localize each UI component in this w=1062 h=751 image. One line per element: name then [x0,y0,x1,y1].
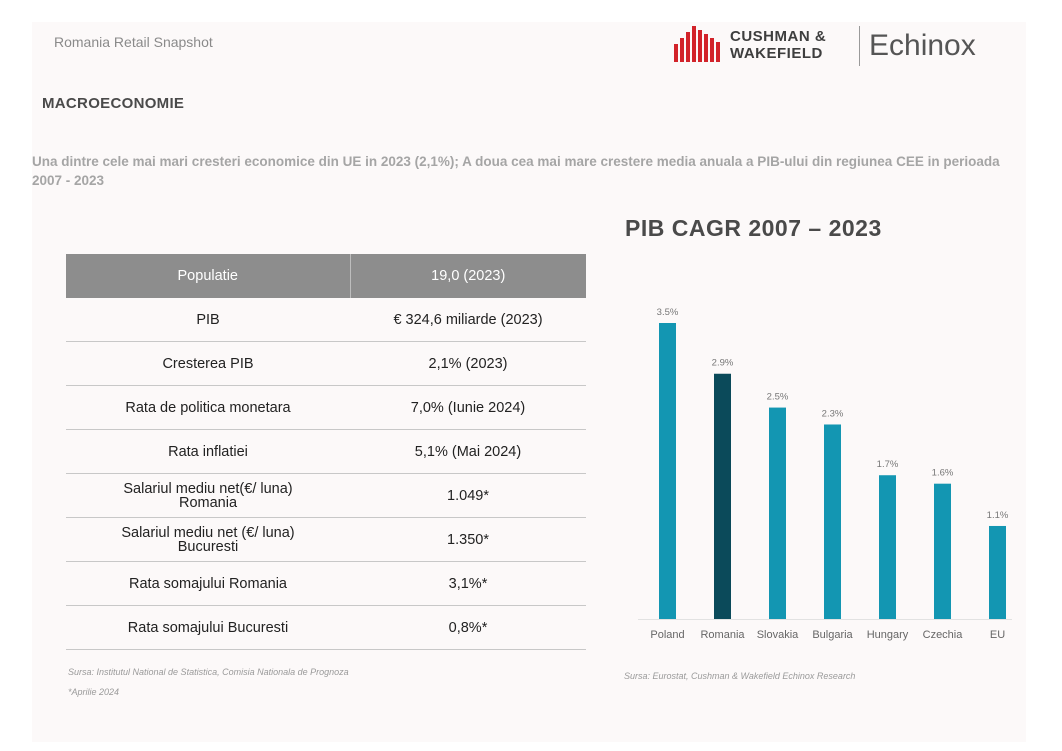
row-label-line-1: Salariul mediu net(€/ luna) [123,480,293,497]
table-source: Sursa: Institutul National de Statistica… [68,667,349,677]
table-row: Rata somajului Romania 3,1%* [66,561,586,606]
row-label-line-2: Romania [178,494,238,511]
logo-echinox-text: Echinox [869,29,976,62]
logo-line-1: CUSHMAN & [730,28,827,45]
data-label-eu: 1.1% [987,510,1009,521]
row-value: 1.350* [350,517,586,562]
row-label: Salariul mediu net(€/ luna) Romania [66,473,350,518]
row-label: Cresterea PIB [66,341,350,386]
row-label-line-1: Salariul mediu net (€/ luna) [121,524,295,541]
bar-eu [989,525,1006,619]
data-label-bulgaria: 2.3% [822,408,844,419]
row-value: 1.049* [350,473,586,518]
x-tick-label-poland: Poland [650,629,684,641]
table-header-row: Populatie 19,0 (2023) [66,254,586,298]
chart-source: Sursa: Eurostat, Cushman & Wakefield Ech… [624,671,856,681]
data-label-poland: 3.5% [657,307,679,318]
table-row: PIB € 324,6 miliarde (2023) [66,298,586,342]
bar-poland [659,323,676,619]
bar-slovakia [769,407,786,619]
row-value: 0,8%* [350,605,586,650]
logo-divider [859,26,860,66]
table-header-label: Populatie [66,254,351,298]
cushman-wakefield-echinox-logo: CUSHMAN & WAKEFIELD Echinox [672,24,1002,68]
gdp-cagr-bar-chart: 3.5% Poland 2.9% Romania 2.5% Slovakia 2.3% Bul… [638,307,1012,641]
x-tick-label-eu: EU [990,629,1005,641]
row-label-line-2: Bucuresti [177,538,239,555]
row-label: Rata somajului Romania [66,561,350,606]
table-row: Salariul mediu net(€/ luna) Romania 1.04… [66,473,586,518]
report-title: Romania Retail Snapshot [54,34,213,50]
table-row: Salariul mediu net (€/ luna) Bucuresti 1… [66,517,586,562]
x-tick-label-czechia: Czechia [923,629,964,641]
row-label: PIB [66,298,350,342]
table-header-value: 19,0 (2023) [350,254,586,298]
data-label-czechia: 1.6% [932,468,954,479]
table-row: Rata de politica monetara 7,0% (Iunie 20… [66,385,586,430]
table-row: Rata somajului Bucuresti 0,8%* [66,605,586,650]
row-value: 3,1%* [350,561,586,606]
logo-bars-icon [674,26,720,62]
chart-title: PIB CAGR 2007 – 2023 [625,215,882,241]
bar-romania [714,373,731,619]
bar-hungary [879,475,896,619]
bar-czechia [934,483,951,619]
data-label-hungary: 1.7% [877,459,899,470]
macro-indicators-table: Populatie 19,0 (2023) PIB € 324,6 miliar… [66,254,586,650]
data-label-romania: 2.9% [712,358,734,369]
logo-line-2: WAKEFIELD [730,45,823,62]
x-tick-label-bulgaria: Bulgaria [812,629,853,641]
data-label-slovakia: 2.5% [767,392,789,403]
x-tick-label-slovakia: Slovakia [757,629,799,641]
section-title: MACROECONOMIE [42,95,185,112]
row-label: Rata inflatiei [66,429,350,474]
row-value: 5,1% (Mai 2024) [350,429,586,474]
logo-cushman-wakefield-text: CUSHMAN & WAKEFIELD [730,28,826,62]
row-label: Rata de politica monetara [66,385,350,430]
table-row: Cresterea PIB 2,1% (2023) [66,341,586,386]
x-tick-label-hungary: Hungary [867,629,909,641]
table-footnote: *Aprilie 2024 [68,687,120,697]
bar-bulgaria [824,424,841,619]
x-tick-label-romania: Romania [700,629,745,641]
row-label: Salariul mediu net (€/ luna) Bucuresti [66,517,350,562]
row-value: 2,1% (2023) [350,341,586,386]
row-value: € 324,6 miliarde (2023) [350,298,586,342]
row-value: 7,0% (Iunie 2024) [350,385,586,430]
intro-text: Una dintre cele mai mari cresteri econom… [32,154,1000,188]
row-label: Rata somajului Bucuresti [66,605,350,650]
table-row: Rata inflatiei 5,1% (Mai 2024) [66,429,586,474]
